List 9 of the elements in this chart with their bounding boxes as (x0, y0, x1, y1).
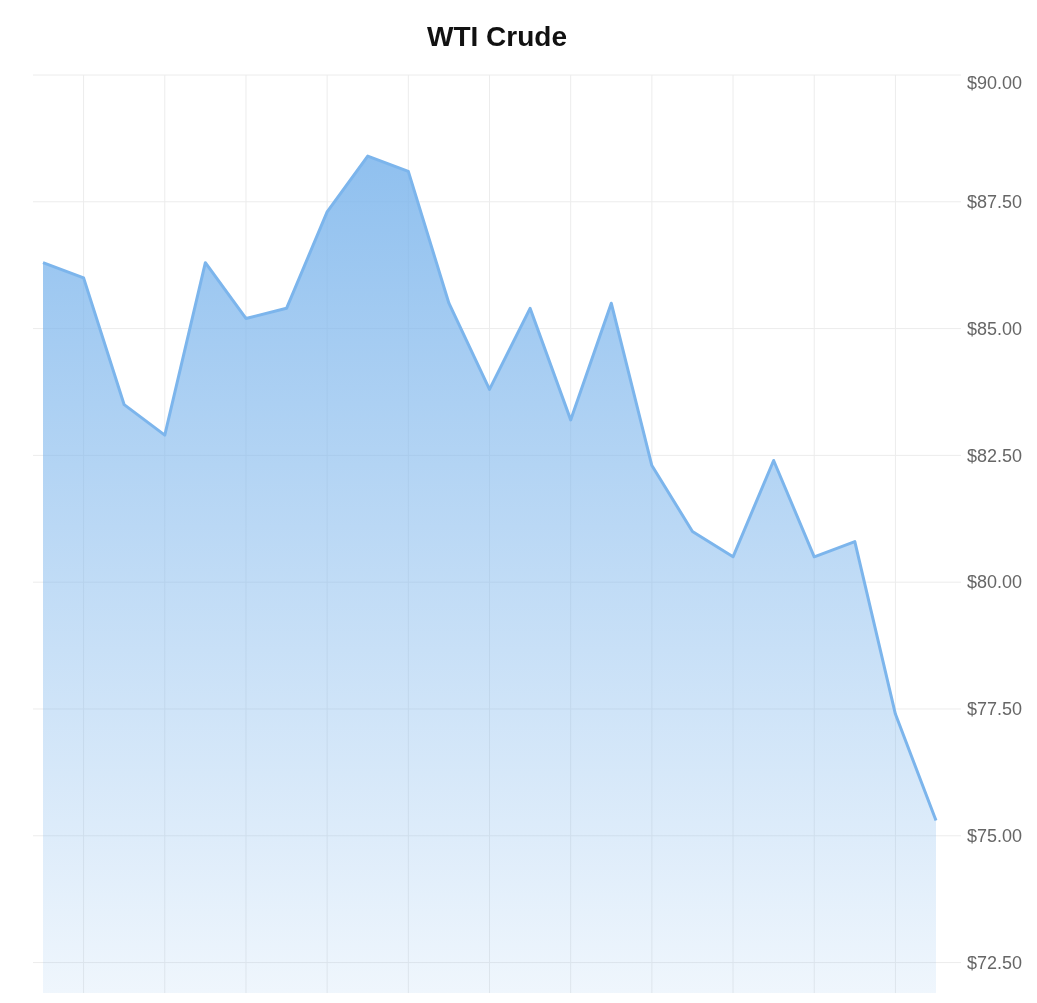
y-tick-label: $85.00 (967, 318, 1023, 339)
y-tick-label: $87.50 (967, 192, 1023, 213)
y-tick-label: $77.50 (967, 699, 1023, 720)
chart-title: WTI Crude (427, 21, 567, 52)
y-tick-label: $72.50 (967, 952, 1023, 973)
y-tick-label: $82.50 (967, 445, 1023, 466)
y-tick-label: $90.00 (967, 73, 1023, 94)
y-tick-label: $80.00 (967, 572, 1023, 593)
y-tick-label: $75.00 (967, 826, 1023, 847)
